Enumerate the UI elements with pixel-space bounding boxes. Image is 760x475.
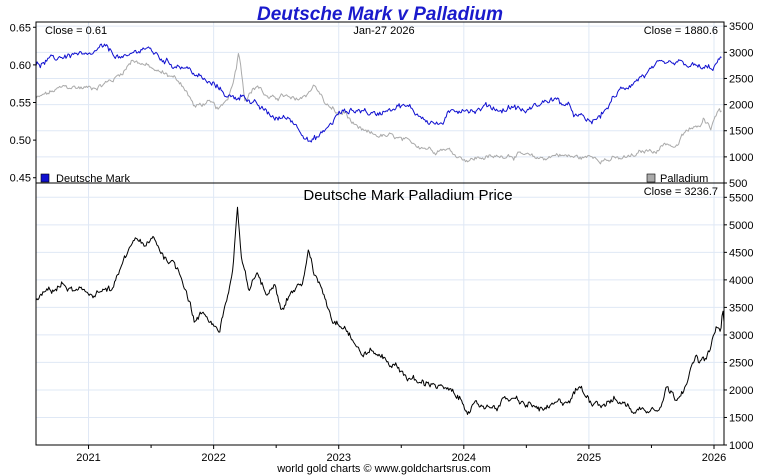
bottom-panel-title: Deutsche Mark Palladium Price (303, 187, 512, 204)
top-left-axis: 0.65 0.60 0.55 0.50 0.45 (10, 22, 36, 185)
bottom-right-tick-5000: 5000 (729, 220, 753, 232)
top-right-axis: 3500 3000 2500 2000 1500 1000 500 (724, 21, 753, 190)
bottom-series (35, 206, 725, 415)
bottom-right-tick-3500: 3500 (729, 302, 753, 314)
bottom-close-right-label: Close = 3236.7 (644, 186, 718, 198)
bottom-right-tick-4000: 4000 (729, 275, 753, 287)
top-right-tick-1500: 1500 (729, 126, 753, 138)
series-line-deutsche-mark (35, 43, 722, 143)
bottom-right-axis: 5500 5000 4500 4000 3500 3000 2500 2000 1500 1000 (724, 192, 753, 452)
chart-title: Deutsche Mark v Palladium (257, 4, 503, 25)
bottom-right-tick-2000: 2000 (729, 385, 753, 397)
legend-swatch-palladium (646, 173, 656, 183)
x-tick-2021: 2021 (76, 452, 100, 464)
legend-label-deutsche-mark: Deutsche Mark (56, 173, 130, 185)
bottom-panel-frame (35, 182, 725, 446)
bottom-right-tick-5500: 5500 (729, 192, 753, 204)
bottom-right-tick-3000: 3000 (729, 330, 753, 342)
top-left-tick-0-60: 0.60 (10, 60, 31, 72)
top-left-tick-0-50: 0.50 (10, 135, 31, 147)
legend-label-palladium: Palladium (660, 173, 708, 185)
top-left-tick-0-65: 0.65 (10, 22, 31, 34)
top-left-tick-0-45: 0.45 (10, 173, 31, 185)
x-tick-2024: 2024 (452, 452, 476, 464)
x-tick-2023: 2023 (326, 452, 350, 464)
x-tick-2026: 2026 (702, 452, 726, 464)
bottom-right-tick-4500: 4500 (729, 247, 753, 259)
x-tick-2022: 2022 (201, 452, 225, 464)
series-line-palladium (35, 53, 722, 165)
top-right-tick-1000: 1000 (729, 152, 753, 164)
bottom-right-tick-2500: 2500 (729, 357, 753, 369)
bottom-right-tick-1500: 1500 (729, 412, 753, 424)
bottom-panel: Deutsche Mark Palladium Price Close = 32… (35, 182, 753, 464)
top-series (35, 43, 722, 165)
top-right-tick-3000: 3000 (729, 47, 753, 59)
top-right-tick-2500: 2500 (729, 73, 753, 85)
top-right-tick-3500: 3500 (729, 21, 753, 33)
top-close-left-label: Close = 0.61 (45, 25, 107, 37)
top-close-right-label: Close = 1880.6 (644, 25, 718, 37)
bottom-right-tick-1000: 1000 (729, 440, 753, 452)
date-label: Jan-27 2026 (353, 25, 414, 37)
x-tick-2025: 2025 (577, 452, 601, 464)
legend-swatch-deutsche-mark (40, 173, 50, 183)
top-right-tick-500: 500 (729, 178, 747, 190)
top-left-tick-0-55: 0.55 (10, 98, 31, 110)
x-axis: 2021 2022 2023 2024 2025 2026 (76, 445, 726, 464)
top-panel: Close = 0.61 Jan-27 2026 Close = 1880.6 … (10, 21, 754, 190)
top-right-tick-2000: 2000 (729, 100, 753, 112)
footer-credit: world gold charts © www.goldchartsrus.co… (276, 463, 491, 475)
series-line-deutsche-mark-palladium-price (35, 206, 725, 415)
bottom-grid (36, 183, 724, 446)
